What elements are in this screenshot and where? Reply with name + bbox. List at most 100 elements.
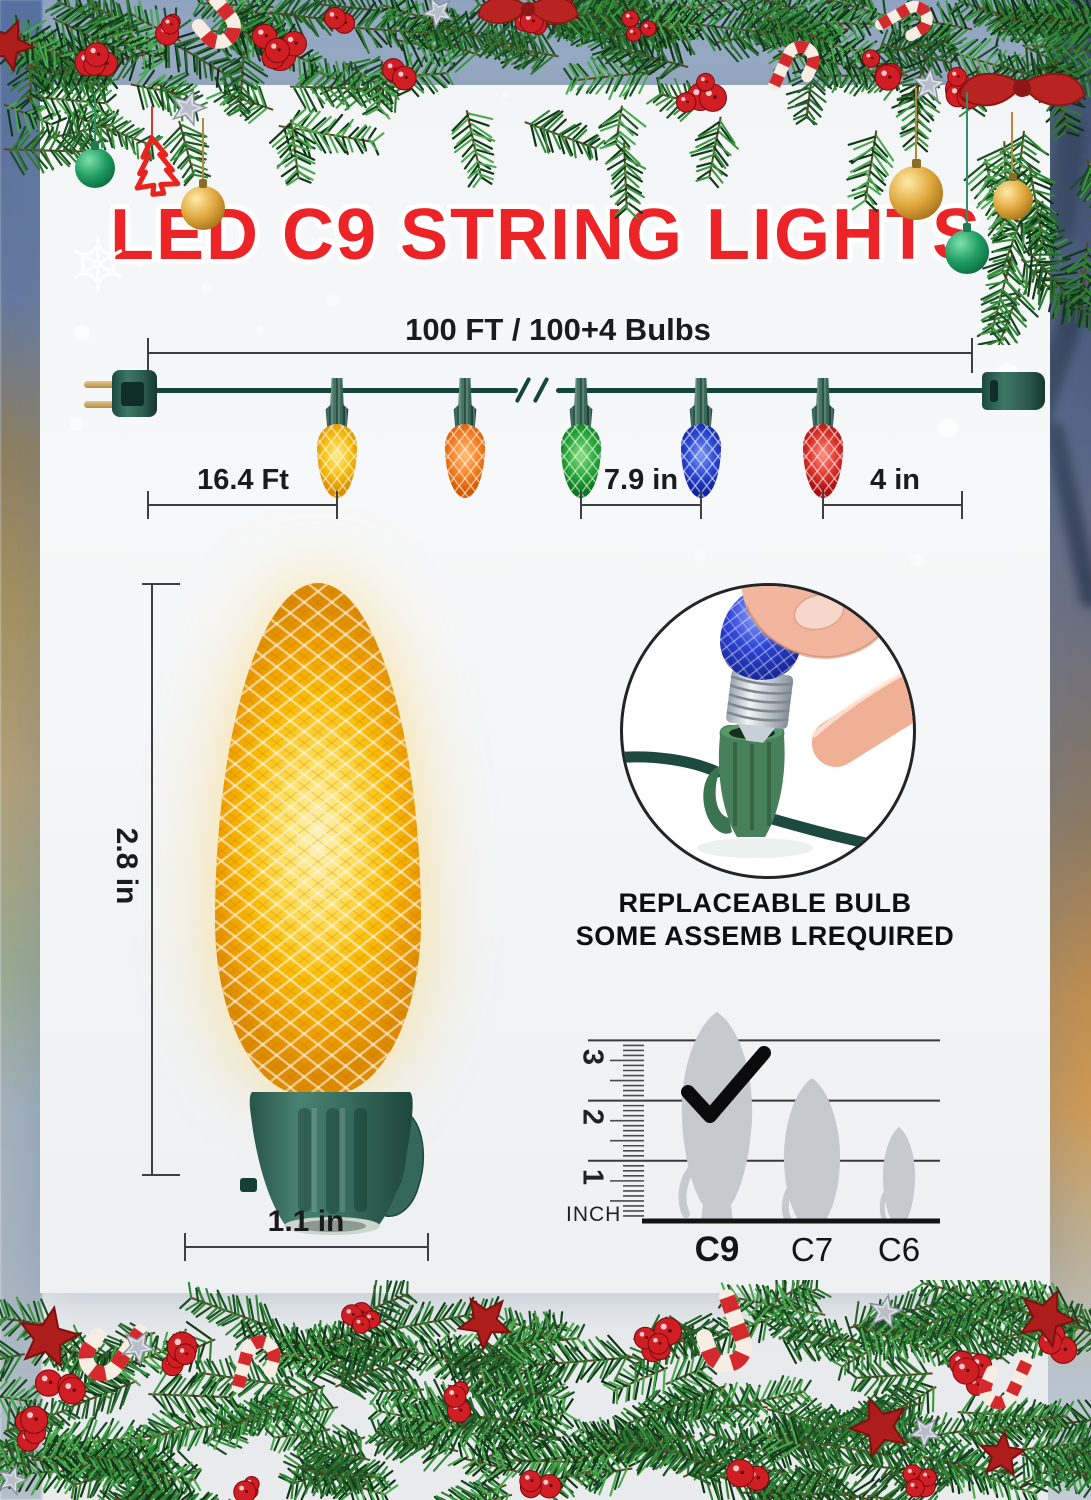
- red-star-icon: [456, 1296, 513, 1352]
- bulb-width-label: 1.1 in: [267, 1205, 345, 1238]
- bulb-socket: [811, 378, 835, 430]
- bokeh-dot: [74, 325, 90, 341]
- dim-tick: [336, 491, 338, 519]
- bulb-height-label: 2.8 in: [110, 827, 143, 905]
- bulb-type-label-c9: C9: [694, 1230, 740, 1269]
- inset-socket: [718, 725, 785, 837]
- berry-cluster: [949, 1350, 993, 1396]
- bokeh-dot: [70, 417, 84, 431]
- lead-spacing-label: 16.4 Ft: [197, 464, 289, 496]
- berry-cluster: [443, 1381, 472, 1423]
- red-star-icon: [1018, 1288, 1078, 1349]
- berry-cluster: [381, 58, 417, 91]
- dim-tick: [142, 1174, 180, 1176]
- berry-cluster: [34, 1369, 86, 1405]
- bulb-socket: [325, 378, 349, 430]
- candy-cane-icon: [231, 1335, 281, 1393]
- c9-bulb-large: [215, 583, 421, 1095]
- pine-garland-bottom: [0, 1280, 1091, 1500]
- dim-tick: [700, 491, 702, 519]
- ornament-string: [202, 118, 204, 188]
- dim-tick: [147, 338, 149, 373]
- size-comparison-chart: [588, 1012, 940, 1224]
- end-spacing-dim-line: [823, 504, 962, 506]
- ruler-unit-label: INCH: [566, 1203, 622, 1226]
- bokeh-dot: [540, 313, 550, 323]
- bokeh-dot: [694, 549, 706, 561]
- dim-tick: [427, 1233, 429, 1261]
- candy-cane-icon: [191, 0, 241, 49]
- red-star-icon: [0, 18, 37, 73]
- silhouette-c6: [882, 1127, 916, 1221]
- bokeh-dot: [911, 553, 925, 567]
- ornament-string: [94, 95, 96, 148]
- dim-tick: [184, 1233, 186, 1261]
- candy-cane-icon: [768, 40, 820, 92]
- christmas-tree-icon: [134, 135, 181, 197]
- ornament-ball-icon: [945, 230, 989, 274]
- candy-cane-icon: [979, 1356, 1033, 1409]
- bokeh-dot: [502, 92, 508, 98]
- bulb-socket: [569, 378, 593, 430]
- total-length-label: 100 FT / 100+4 Bulbs: [405, 312, 711, 347]
- berry-cluster: [323, 6, 356, 34]
- berry-cluster: [902, 1464, 937, 1498]
- berry-cluster: [233, 1476, 260, 1500]
- page-title: LED C9 STRING LIGHTS: [109, 195, 983, 275]
- ruler-ticks: [610, 1044, 644, 1217]
- berry-cluster: [341, 1302, 381, 1334]
- inset-screw-base: [726, 668, 794, 743]
- bulb-spacing-dim-line: [581, 504, 701, 506]
- berry-cluster: [155, 13, 181, 46]
- ornament-string: [1011, 112, 1013, 182]
- candy-cane-icon: [78, 1324, 148, 1381]
- inset-caption-line2: SOME ASSEMB LREQUIRED: [575, 921, 955, 951]
- ribbon-bow-icon: [477, 0, 579, 24]
- check-icon: [681, 1046, 771, 1123]
- bulb-socket: [689, 378, 713, 430]
- width-dim-line: [185, 1246, 428, 1248]
- red-star-icon: [978, 1429, 1028, 1478]
- bulb-type-label-c6: C6: [877, 1231, 921, 1268]
- string-bulb-red: [803, 424, 843, 498]
- bulb-socket: [453, 378, 477, 430]
- bokeh-dot: [202, 283, 212, 293]
- red-star-icon: [847, 1396, 908, 1459]
- dim-tick: [822, 491, 824, 519]
- ornament-string: [966, 92, 968, 232]
- string-bulb-green: [561, 424, 601, 498]
- background-scene-left: [0, 0, 42, 1500]
- berry-cluster: [74, 42, 118, 77]
- inset-caption-line1: REPLACEABLE BULB: [618, 888, 912, 918]
- ornament-string: [151, 106, 153, 138]
- bulb-spacing-label: 7.9 in: [603, 464, 679, 496]
- berry-cluster: [251, 23, 307, 72]
- replaceable-bulb-inset: [620, 583, 916, 879]
- string-wire: [556, 388, 986, 393]
- berry-cluster: [726, 1458, 770, 1491]
- red-star-icon: [18, 1305, 82, 1369]
- ornament-ball-icon: [75, 148, 115, 188]
- ornament-ball-icon: [889, 166, 943, 220]
- ribbon-bow-icon: [958, 72, 1086, 107]
- dim-tick: [971, 338, 973, 373]
- inset-socket-clip: [703, 766, 732, 834]
- dim-tick: [147, 491, 149, 519]
- ruler-number-2: 2: [576, 1108, 609, 1126]
- lead-dim-line: [148, 504, 338, 506]
- dim-tick: [961, 491, 963, 519]
- berry-cluster: [861, 49, 902, 91]
- ornament-string: [915, 88, 917, 168]
- bulb-type-label-c7: C7: [790, 1231, 834, 1268]
- snowflake-icon: [73, 236, 123, 292]
- candy-cane-icon: [696, 1289, 752, 1373]
- dim-tick: [142, 583, 180, 585]
- ornament-ball-icon: [993, 180, 1033, 220]
- silhouette-c7: [783, 1078, 841, 1221]
- total-length-dim-line: [148, 352, 972, 354]
- berry-cluster: [633, 1317, 683, 1363]
- candy-cane-icon: [874, 0, 933, 42]
- berry-cluster: [675, 72, 727, 113]
- ruler-number-1: 1: [576, 1168, 609, 1186]
